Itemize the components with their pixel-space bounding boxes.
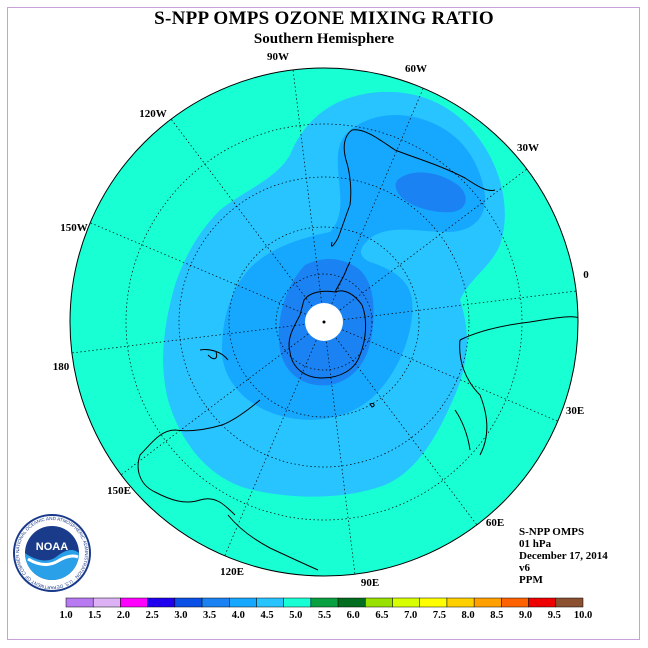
longitude-label: 90W [267, 51, 289, 63]
meridian-line [170, 118, 313, 307]
ozone-contour-3-0-lobe [395, 172, 466, 213]
longitude-label: 150E [107, 485, 131, 497]
longitude-label: 120E [220, 566, 244, 578]
info-product: S-NPP OMPS [519, 526, 585, 538]
meridian-line [292, 69, 322, 303]
svg-text:NOAA: NOAA [36, 541, 68, 553]
meridian-line [71, 324, 305, 354]
pole-dot [322, 320, 326, 324]
meridian-line [224, 340, 317, 556]
meridian-line [120, 333, 309, 476]
noaa-logo: NOAA NATIONAL OCEANIC AND ATMOSPHERIC AD… [12, 513, 91, 592]
page-subtitle: Southern Hemisphere [253, 31, 395, 47]
longitude-label: 90E [361, 577, 379, 589]
longitude-label: 60E [486, 517, 504, 529]
longitude-label: 180 [53, 361, 70, 373]
meridian-line [339, 168, 528, 311]
info-version: v6 [519, 562, 530, 574]
info-level: 01 hPa [519, 538, 552, 550]
plot-frame [7, 7, 640, 640]
longitude-label: 30W [517, 142, 539, 154]
meridian-line [90, 222, 306, 315]
meridian-line [331, 88, 424, 304]
meridian-line [326, 341, 356, 575]
page-title: S-NPP OMPS OZONE MIXING RATIO [154, 8, 494, 29]
meridian-lines [71, 69, 577, 575]
longitude-labels: 90W 60W 30W 0 30E 60E 90E 120E 150E 180 150W 120W [53, 51, 590, 589]
longitude-label: 0 [583, 269, 589, 281]
meridian-line [343, 290, 577, 320]
coastlines [137, 129, 578, 571]
info-date: December 17, 2014 [519, 550, 608, 562]
longitude-label: 30E [566, 405, 584, 417]
info-units: PPM [519, 574, 543, 586]
latitude-circles [125, 123, 523, 521]
longitude-label: 60W [405, 63, 427, 75]
meridian-line [342, 329, 558, 422]
longitude-label: 150W [60, 222, 88, 234]
longitude-label: 120W [139, 108, 167, 120]
meridian-line [335, 337, 478, 526]
